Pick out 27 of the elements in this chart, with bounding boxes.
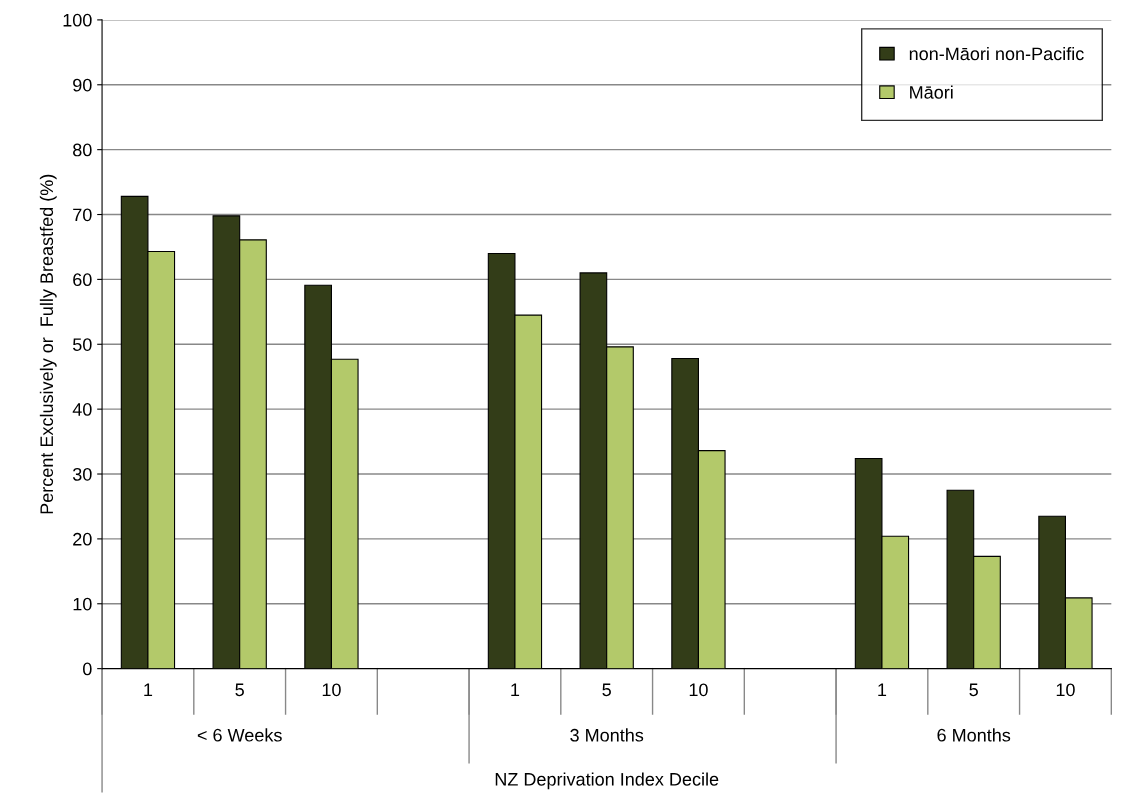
y-tick-label: 40 <box>72 403 92 416</box>
x-tick-label: 1 <box>511 683 520 697</box>
y-axis-title: Percent Exclusively or Fully Breastfed (%) <box>39 174 57 514</box>
y-tick-label: 0 <box>83 662 92 676</box>
y-tick-label: 60 <box>73 273 92 287</box>
text: < 6 Weeks <box>197 728 282 742</box>
x-tick-label: 1 <box>144 683 153 697</box>
text: 3 Months <box>570 728 644 742</box>
x-tick-label: 5 <box>235 683 244 697</box>
y-tick-label: 70 <box>73 208 92 222</box>
legend-label: Māori <box>910 85 953 99</box>
x-tick-label: 10 <box>689 683 708 697</box>
y-tick-label: 10 <box>73 597 92 611</box>
y-tick-label: 90 <box>73 78 92 92</box>
x-tick-label: 5 <box>969 683 978 697</box>
x-tick-label: 10 <box>322 683 341 697</box>
x-tick-label: 10 <box>1056 683 1075 697</box>
y-tick-label: 50 <box>72 338 92 351</box>
y-tick-label: 100 <box>63 13 92 27</box>
x-tick-label: 1 <box>878 683 887 697</box>
y-tick-label: 30 <box>72 467 92 481</box>
x-tick-label: 5 <box>602 683 611 697</box>
x-axis-title: NZ Deprivation Index Decile <box>495 772 719 790</box>
text: 6 Months <box>937 728 1011 742</box>
legend-label: non-Māori non-Pacific <box>909 46 1084 61</box>
y-tick-label: 80 <box>73 143 92 157</box>
y-tick-label: 20 <box>73 532 92 546</box>
